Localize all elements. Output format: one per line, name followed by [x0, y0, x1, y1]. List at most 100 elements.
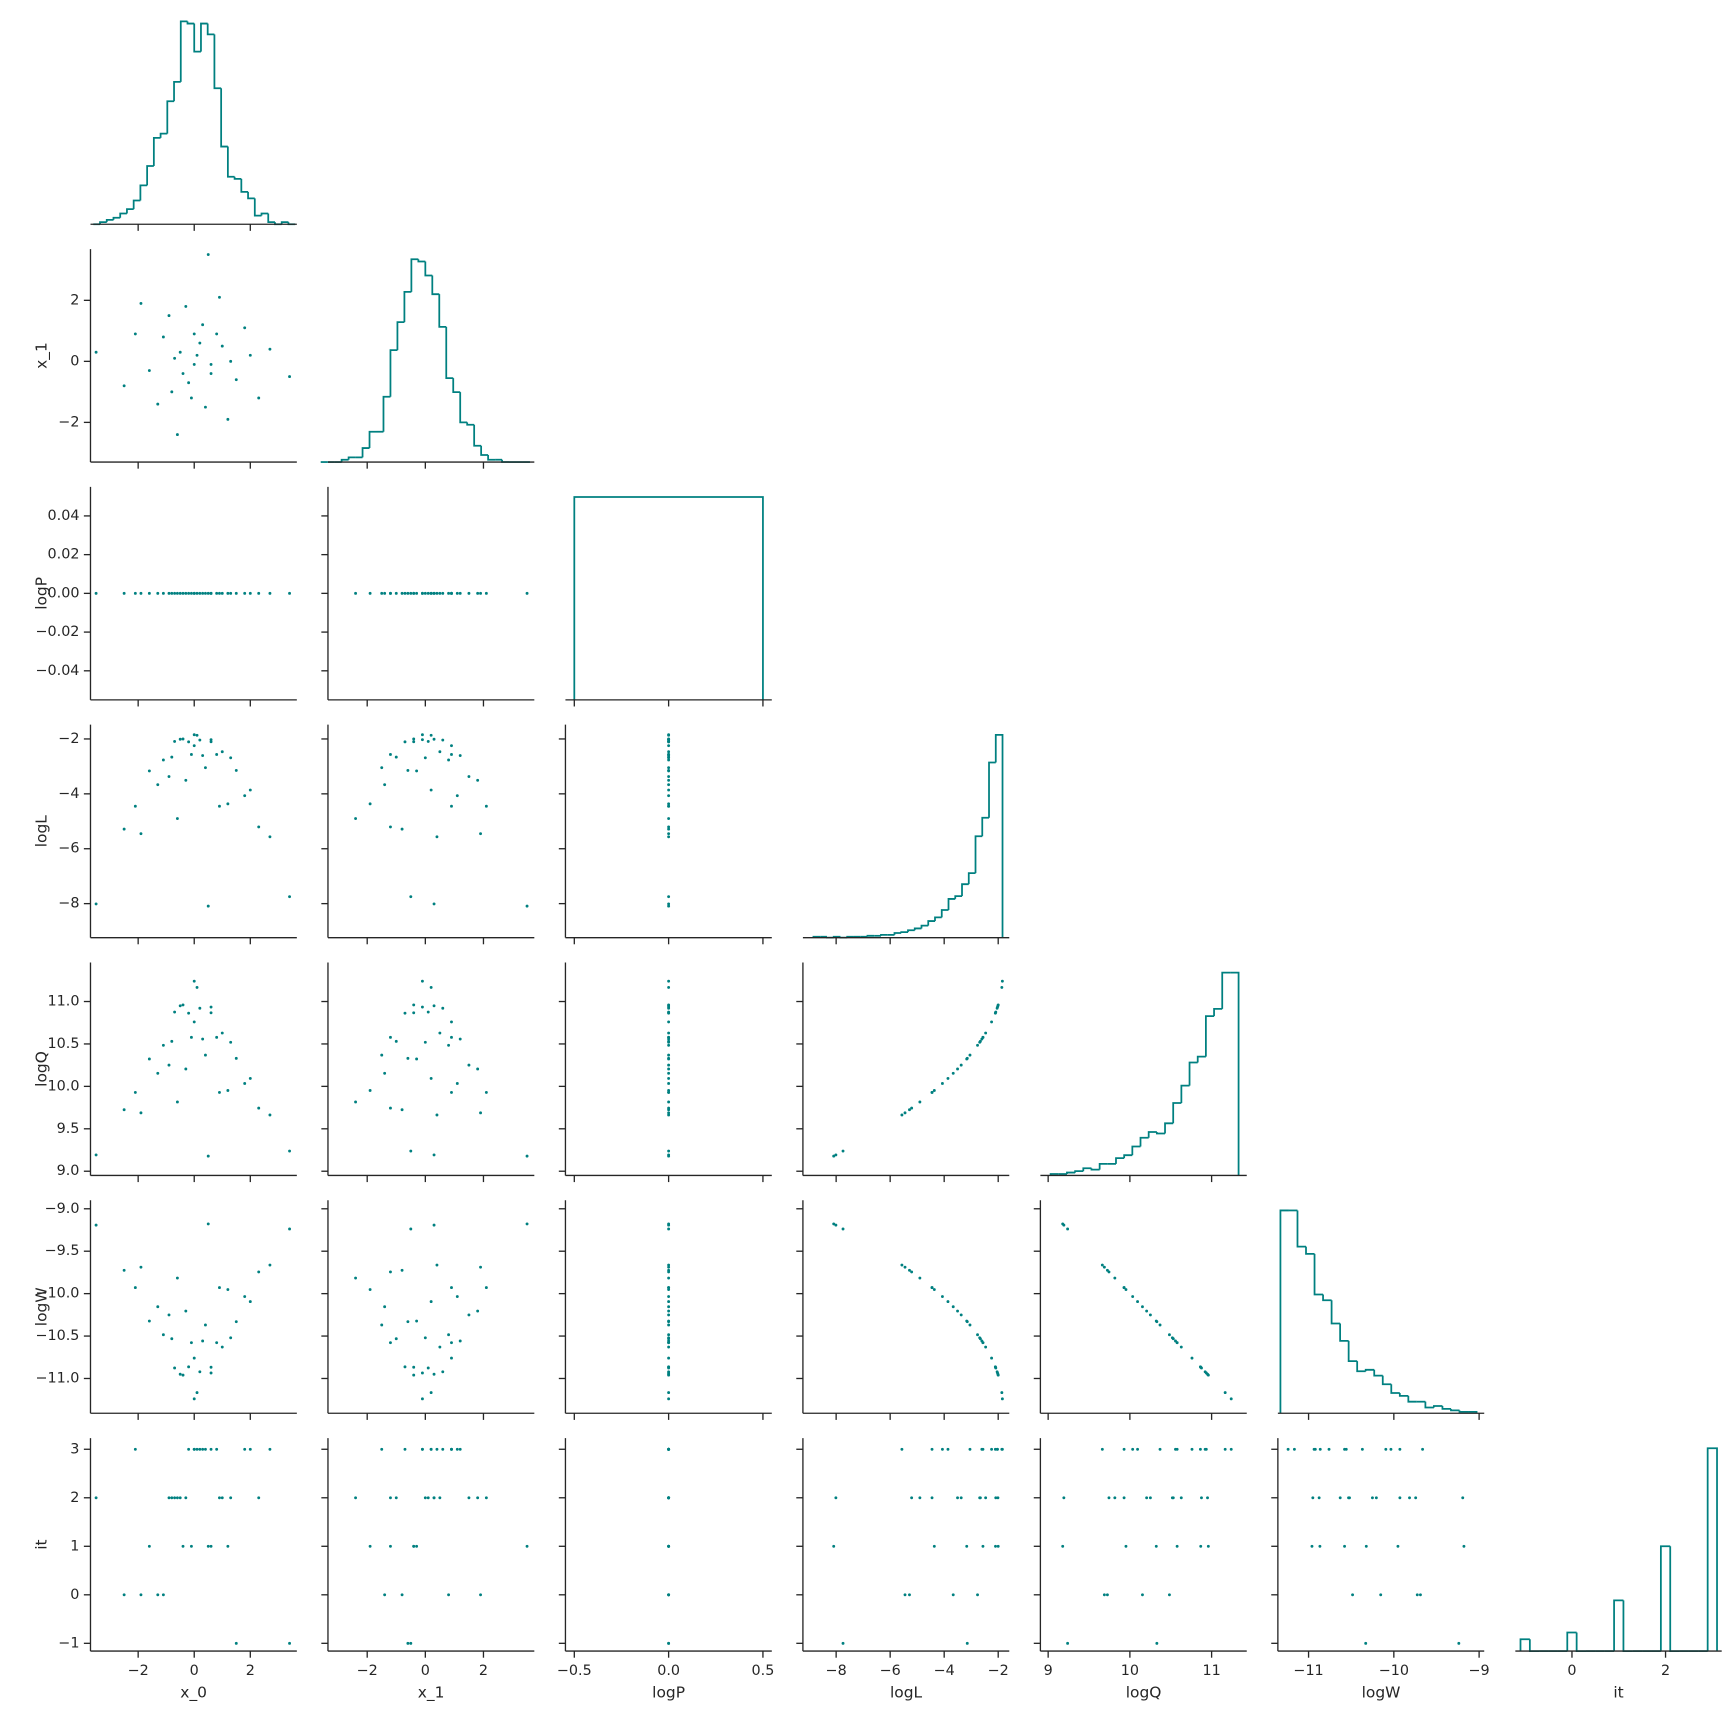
scatter-point [667, 1641, 671, 1645]
scatter-point [383, 1593, 387, 1597]
scatter-point [1223, 1447, 1227, 1451]
scatter-point [184, 1309, 188, 1313]
scatter-point [525, 591, 529, 595]
scatter-point [420, 1005, 424, 1009]
scatter-point [175, 1100, 179, 1104]
scatter-point [441, 1006, 445, 1010]
scatter-point [467, 591, 471, 595]
scatter-point [429, 986, 433, 989]
scatter-point [288, 375, 291, 379]
scatter-point [441, 1447, 445, 1451]
histogram-bin [934, 916, 942, 922]
scatter-point [415, 1057, 419, 1061]
y-tick-label: −11.0 [36, 1370, 80, 1386]
scatter-point [156, 1305, 160, 1309]
scatter-point [667, 817, 671, 820]
histogram-bin [1356, 1361, 1366, 1373]
scatter-point [1200, 1496, 1203, 1500]
scatter-point [1168, 1333, 1171, 1337]
scatter-point [226, 417, 230, 421]
scatter-point [832, 1544, 836, 1548]
scatter-point [389, 1544, 392, 1548]
scatter-point [173, 1366, 177, 1370]
scatter-point [450, 1341, 453, 1345]
histogram-bin [954, 895, 963, 899]
y-tick-label: 9.0 [57, 1163, 80, 1179]
scatter-point [189, 1341, 193, 1345]
scatter-point [226, 1288, 230, 1291]
scatter-point [209, 1365, 213, 1369]
scatter-point [409, 895, 413, 899]
scatter-point [918, 1496, 922, 1500]
scatter-point [409, 591, 413, 595]
scatter-point [175, 1496, 179, 1500]
scatter-point [189, 396, 193, 400]
scatter-point [667, 778, 671, 782]
scatter-point [667, 1300, 671, 1304]
x-tick-label: −9 [1469, 1663, 1490, 1679]
scatter-point [476, 778, 480, 782]
scatter-point [139, 1111, 143, 1115]
scatter-point [412, 1003, 416, 1007]
scatter-point [432, 1496, 436, 1500]
scatter-point [220, 1496, 224, 1500]
scatter-point [178, 591, 182, 595]
histogram-bin [1347, 1340, 1358, 1362]
scatter-point [667, 904, 671, 908]
scatter-point [389, 1106, 392, 1110]
scatter-point [432, 737, 436, 741]
scatter-point [94, 591, 98, 595]
histogram-bin [410, 258, 419, 292]
scatter-point [1364, 1544, 1368, 1548]
scatter-point [412, 737, 416, 741]
scatter-point [234, 1056, 238, 1060]
histogram-bin [1230, 971, 1240, 1176]
scatter-point [1148, 1313, 1152, 1317]
scatter-point [994, 1544, 997, 1548]
scatter-point [406, 591, 410, 595]
scatter-point [479, 1265, 482, 1269]
histogram-bin [193, 23, 201, 53]
scatter-point [667, 1309, 671, 1313]
scatter-point [187, 1365, 191, 1369]
scatter-point [218, 295, 221, 299]
scatter-point [420, 738, 424, 742]
scatter-point [226, 802, 230, 806]
scatter-point [959, 1313, 963, 1317]
histogram-bin [396, 321, 405, 351]
scatter-point [930, 1090, 934, 1094]
scatter-point [1122, 1447, 1126, 1451]
scatter-point [1122, 1496, 1126, 1500]
scatter-point [1360, 1447, 1364, 1451]
scatter-point [984, 1031, 988, 1035]
y-tick-label: −8 [58, 896, 79, 912]
scatter-point [209, 1011, 213, 1015]
histogram-bin [99, 221, 107, 225]
scatter-point [1175, 1341, 1179, 1345]
scatter-point [156, 1071, 160, 1075]
scatter-point [479, 1593, 482, 1597]
scatter-point [432, 902, 436, 906]
scatter-point [220, 1031, 224, 1035]
scatter-point [968, 1447, 972, 1451]
scatter-point [167, 775, 171, 778]
scatter-point [209, 372, 213, 375]
scatter-point [932, 1544, 936, 1548]
scatter-point [426, 1010, 430, 1014]
scatter-point [201, 1037, 205, 1041]
scatter-point [394, 1337, 398, 1341]
scatter-point [181, 1373, 185, 1377]
scatter-point [147, 591, 151, 595]
x-tick-label: −0.5 [557, 1663, 592, 1679]
scatter-point [903, 1265, 907, 1269]
scatter-point [447, 591, 451, 595]
scatter-point [181, 372, 185, 375]
scatter-point [354, 591, 358, 595]
histogram-bin [1196, 1055, 1206, 1063]
histogram-bin [1213, 1007, 1223, 1017]
histogram-bin [260, 212, 269, 216]
histogram-bin [994, 733, 1004, 938]
y-tick-label: 0 [70, 353, 79, 369]
scatter-point [940, 1447, 944, 1451]
scatter-point [1154, 1319, 1158, 1323]
